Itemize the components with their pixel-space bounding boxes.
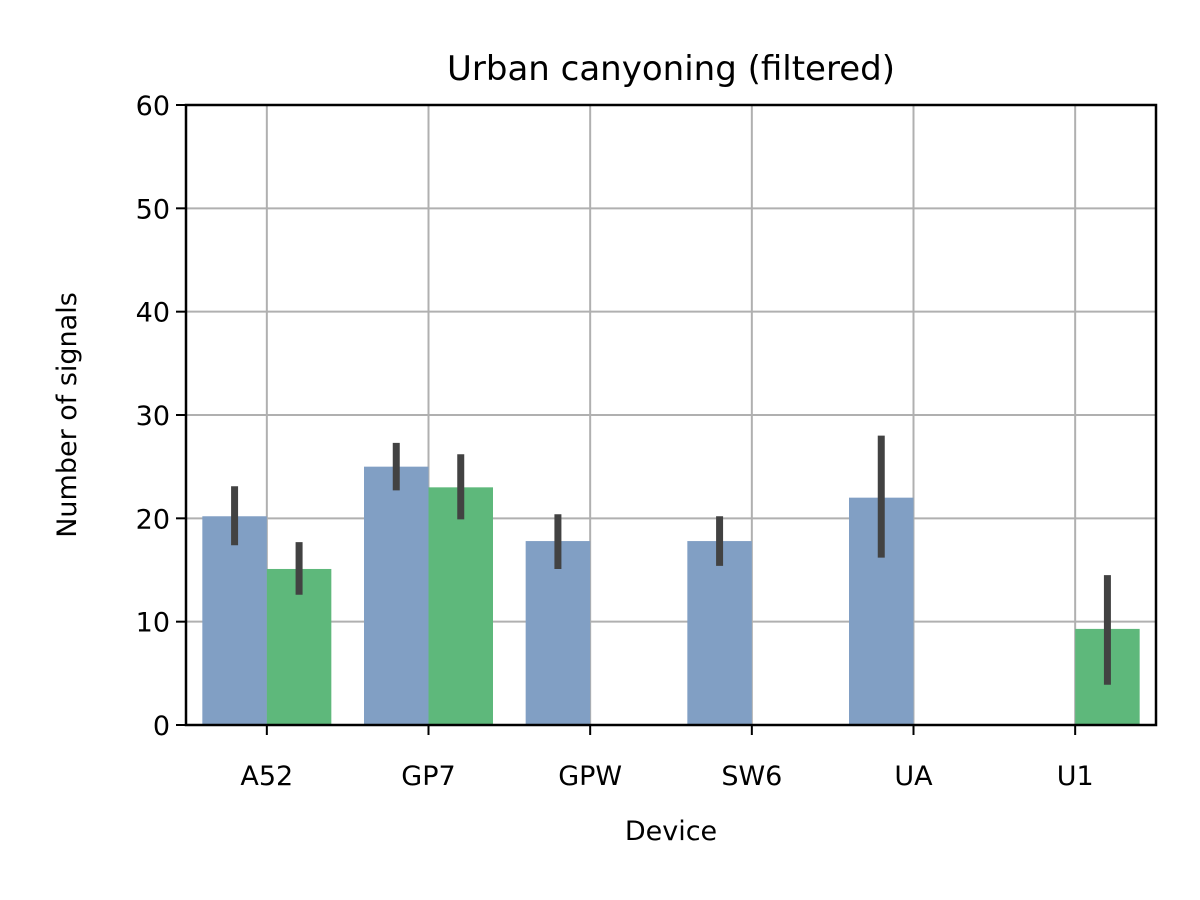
y-axis-label: Number of signals (52, 292, 83, 538)
x-tick-label: GPW (558, 761, 622, 792)
error-bars (231, 435, 1111, 685)
chart-title: Urban canyoning (filtered) (447, 49, 895, 89)
x-tick-label: GP7 (401, 761, 455, 792)
bar (266, 568, 332, 725)
bar (687, 541, 752, 725)
x-tick-label: A52 (240, 761, 293, 792)
axis-ticks: 0 10 20 30 40 50 60 A52 GP7 GPW SW6 UA U1 (136, 91, 1094, 792)
y-tick-label: 60 (136, 91, 170, 122)
y-tick-label: 30 (136, 401, 170, 432)
y-tick-label: 40 (136, 298, 170, 329)
y-tick-label: 20 (136, 504, 170, 535)
y-tick-label: 50 (136, 194, 170, 225)
bar (202, 516, 267, 725)
bar (525, 541, 591, 725)
y-tick-label: 10 (136, 608, 170, 639)
x-tick-label: U1 (1057, 761, 1094, 792)
bar (428, 487, 493, 725)
x-tick-label: UA (894, 761, 933, 792)
x-tick-label: SW6 (721, 761, 782, 792)
bar (364, 466, 429, 725)
bars (202, 466, 1140, 725)
y-tick-label: 0 (153, 711, 170, 742)
x-axis-label: Device (625, 816, 717, 847)
